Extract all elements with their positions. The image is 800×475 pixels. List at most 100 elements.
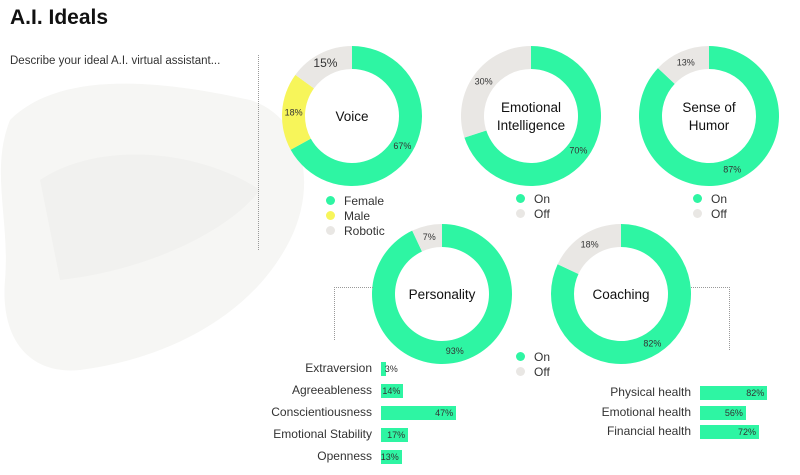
emotional-intelligence-legend-item-on: On: [516, 191, 550, 206]
voice-legend: Female Male Robotic: [326, 193, 385, 238]
coaching-areas-value-physical-health: 82%: [746, 388, 765, 398]
coaching-connector: [691, 287, 730, 350]
coaching-value-off: 18%: [581, 240, 599, 250]
personality-traits-label-openness: Openness: [317, 449, 372, 463]
coaching-areas-value-financial-health: 72%: [738, 427, 757, 437]
personality-traits-value-conscientiousness: 47%: [435, 408, 454, 418]
personality-donut: 93% 7% Personality: [372, 224, 512, 364]
coaching-areas-label-physical-health: Physical health: [610, 385, 691, 399]
personality-traits-value-openness: 13%: [380, 452, 399, 462]
sense-of-humor-legend-item-off: Off: [693, 206, 727, 221]
legend-swatch: [326, 211, 335, 220]
personality-traits-label-agreeableness: Agreeableness: [291, 383, 372, 397]
coaching-areas-value-emotional-health: 56%: [724, 407, 743, 418]
coaching-center-label: Coaching: [592, 287, 649, 302]
legend-swatch: [516, 367, 525, 376]
legend-swatch: [326, 226, 335, 235]
coaching-slice-on: [551, 224, 691, 364]
legend-label: On: [711, 191, 728, 206]
emotional-intelligence-slice-off: [461, 46, 531, 138]
legend-swatch: [326, 196, 335, 205]
voice-legend-item-male: Male: [326, 208, 385, 223]
personality-traits-bar-conscientiousness: [381, 406, 457, 420]
legend-label: Off: [534, 206, 550, 221]
sense-of-humor-center-label: Sense of: [682, 100, 736, 115]
personality-traits-value-agreeableness: 14%: [382, 386, 401, 396]
personality-traits-label-extraversion: Extraversion: [305, 361, 372, 375]
coaching-areas-bar-physical-health: [700, 386, 768, 400]
coaching-svg: 82% 18% Coaching: [551, 224, 691, 364]
sense-of-humor-legend-item-on: On: [693, 191, 727, 206]
sense-of-humor-donut: 87% 13% Sense of Humor: [639, 46, 779, 186]
personality-slice-off: [412, 224, 442, 252]
personality-traits-bar-agreeableness: [381, 384, 404, 398]
personality-connector: [334, 287, 373, 340]
personality-value-off: 7%: [423, 232, 436, 242]
personality-traits-label-emotional-stability: Emotional Stability: [273, 427, 372, 441]
personality-legend-item-on: On: [516, 349, 550, 364]
coaching-areas-bar-emotional-health: [700, 405, 746, 420]
coaching-donut: 82% 18% Coaching: [551, 224, 691, 364]
coaching-areas-bar-financial-health: [700, 425, 760, 439]
legend-swatch: [693, 209, 702, 218]
sense-of-humor-slice-off: [657, 46, 709, 84]
legend-swatch: [516, 209, 525, 218]
emotional-intelligence-donut: 70% 30% Emotional Intelligence: [461, 46, 601, 186]
personality-legend-item-off: Off: [516, 364, 550, 379]
coaching-areas-label-financial-health: Financial health: [606, 424, 691, 438]
emotional-intelligence-center-label: Intelligence: [497, 118, 565, 133]
personality-traits-label-conscientiousness: Conscientiousness: [271, 405, 372, 419]
voice-slice-male: [282, 74, 314, 150]
emotional-intelligence-value-off: 30%: [475, 77, 493, 87]
page-title: A.I. Ideals: [10, 6, 109, 29]
legend-swatch: [693, 194, 702, 203]
emotional-intelligence-slice-on: [464, 46, 601, 186]
legend-label: Male: [344, 208, 371, 223]
personality-svg: 93% 7% Personality: [372, 224, 512, 364]
voice-legend-item-female: Female: [326, 193, 385, 208]
voice-donut: 67% 18% 15% Voice: [282, 46, 422, 186]
sense-of-humor-slice-on: [639, 46, 779, 186]
legend-label: Robotic: [344, 223, 385, 238]
legend-label: On: [534, 349, 551, 364]
legend-swatch: [516, 352, 525, 361]
emotional-intelligence-center-label: Emotional: [501, 100, 561, 115]
voice-value-female: 67%: [393, 141, 411, 151]
personality-traits-bar-extraversion: [381, 362, 386, 376]
emotional-intelligence-legend-item-off: Off: [516, 206, 550, 221]
sense-of-humor-svg: 87% 13% Sense of Humor: [639, 46, 779, 186]
voice-center-label: Voice: [335, 109, 368, 124]
coaching-value-on: 82%: [643, 338, 661, 348]
voice-legend-item-robotic: Robotic: [326, 223, 385, 238]
legend-label: On: [534, 191, 551, 206]
voice-slice-robotic: [295, 46, 352, 89]
section-divider: [258, 55, 259, 250]
voice-value-male: 18%: [285, 107, 303, 117]
personality-legend: On Off: [516, 349, 550, 379]
legend-swatch: [516, 194, 525, 203]
sense-of-humor-center-label: Humor: [689, 118, 730, 133]
emotional-intelligence-value-on: 70%: [569, 145, 587, 155]
sense-of-humor-legend: On Off: [693, 191, 727, 221]
page-subtitle: Describe your ideal A.I. virtual assista…: [10, 55, 221, 67]
voice-svg: 67% 18% 15% Voice: [282, 46, 422, 186]
voice-slice-female: [290, 46, 422, 186]
personality-value-on: 93%: [446, 346, 464, 356]
sense-of-humor-value-off: 13%: [677, 57, 695, 67]
personality-traits-bar-emotional-stability: [381, 428, 409, 442]
legend-label: Off: [711, 206, 727, 221]
backdrop-texture: [0, 83, 305, 371]
sense-of-humor-value-on: 87%: [723, 165, 741, 175]
personality-traits-value-emotional-stability: 17%: [387, 430, 406, 440]
legend-label: Female: [344, 193, 385, 208]
personality-traits-bar-openness: [381, 450, 402, 464]
personality-center-label: Personality: [409, 287, 476, 302]
legend-label: Off: [534, 364, 550, 379]
emotional-intelligence-legend: On Off: [516, 191, 550, 221]
coaching-areas-label-emotional-health: Emotional health: [601, 404, 691, 419]
personality-slice-on: [372, 224, 512, 364]
coaching-slice-off: [557, 224, 621, 274]
voice-value-robotic: 15%: [313, 56, 337, 70]
personality-traits-value-extraversion: 3%: [384, 364, 398, 374]
emotional-intelligence-svg: 70% 30% Emotional Intelligence: [461, 46, 601, 186]
